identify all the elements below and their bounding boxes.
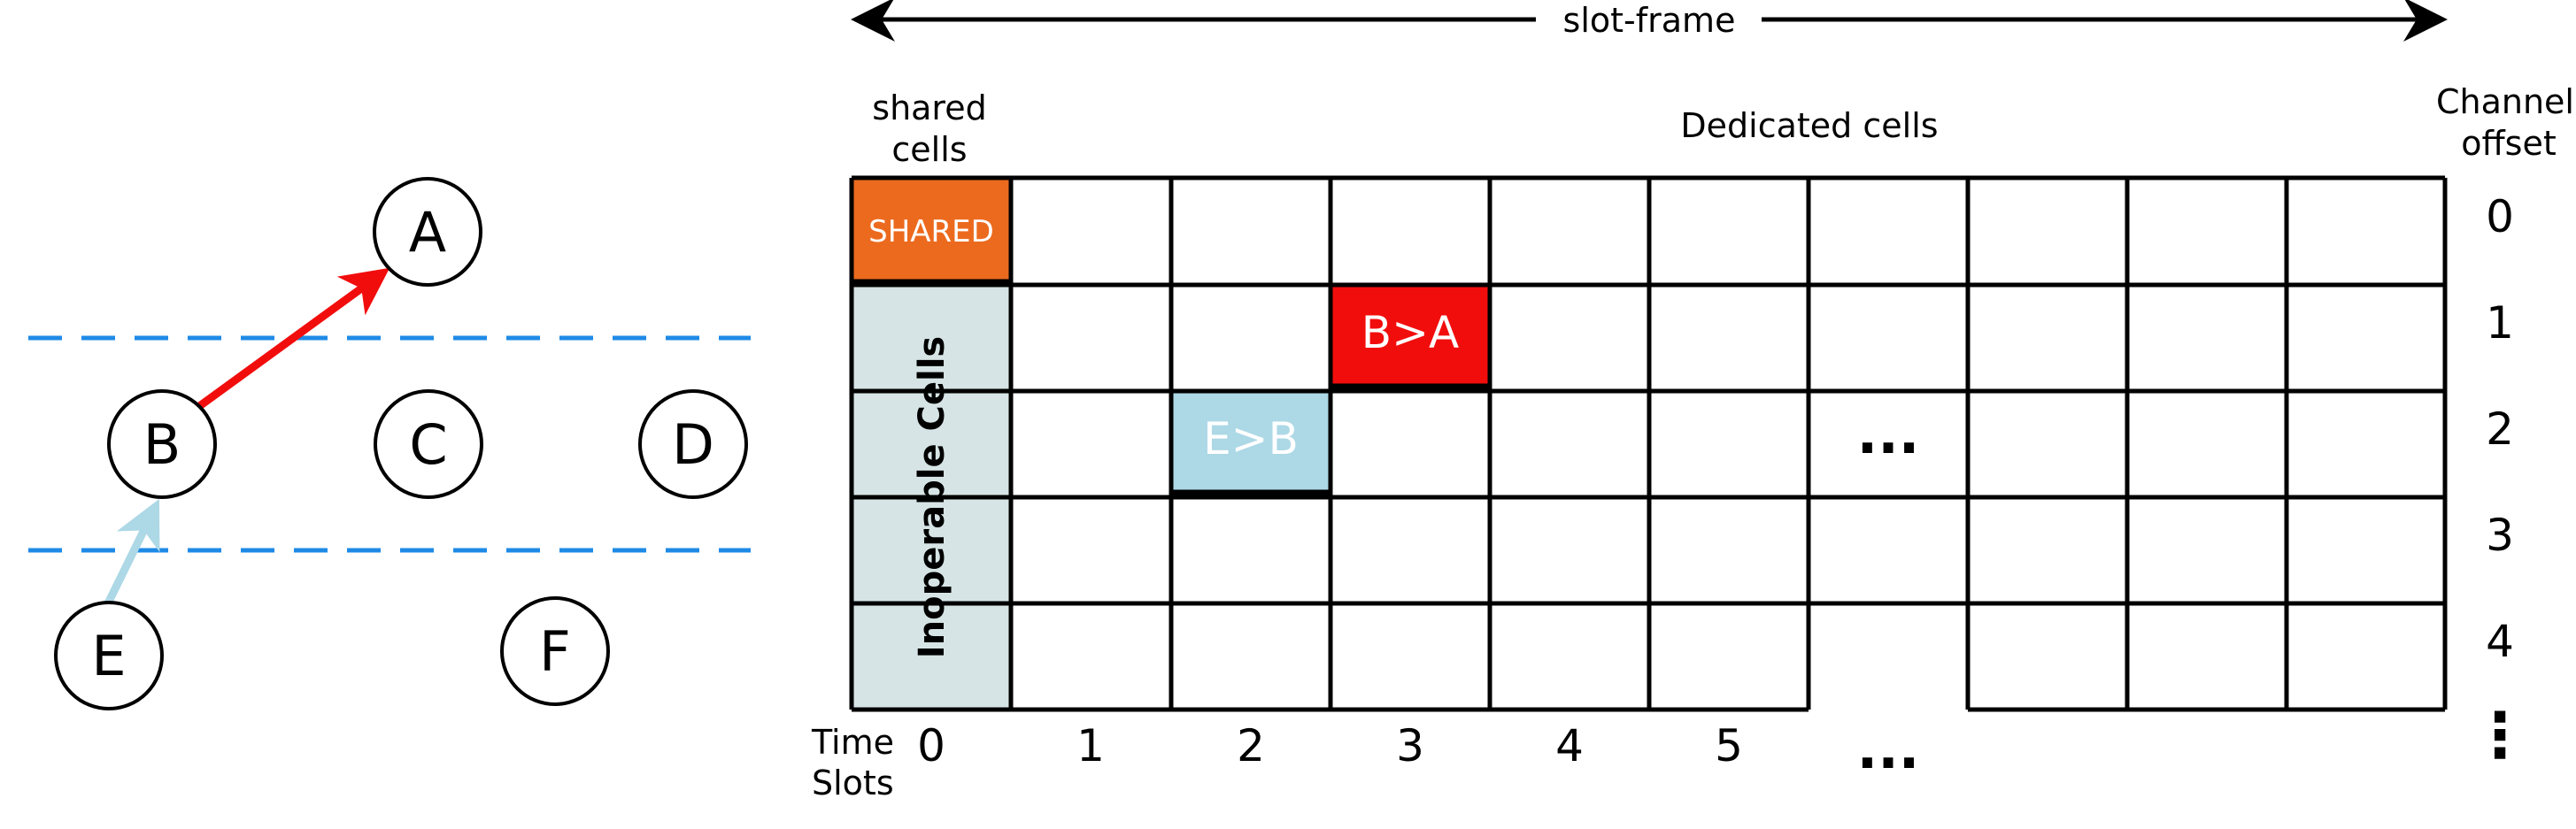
time-slot-label: 1	[1076, 720, 1105, 771]
channel-offset-header-line1: Channel	[2436, 82, 2574, 121]
time-slots-header-line2: Slots	[812, 764, 894, 802]
cell-e-to-b	[1171, 391, 1330, 494]
dedicated-cells-header: Dedicated cells	[1680, 106, 1938, 145]
time-slot-label: 0	[917, 720, 945, 771]
cell-b-to-a-label: B>A	[1361, 307, 1459, 358]
time-slot-ellipsis: ...	[1857, 717, 1920, 781]
node-c-label: C	[409, 412, 447, 477]
shared-cells-header-line1: shared	[872, 88, 986, 127]
node-d: D	[638, 389, 748, 499]
cell-b-to-a	[1330, 285, 1490, 388]
shared-cell	[852, 180, 1011, 283]
channel-offset-ellipsis: ⋮	[2469, 699, 2531, 771]
channel-offset-label: 1	[2486, 297, 2514, 349]
time-slot-label: 4	[1555, 720, 1584, 771]
node-a: A	[373, 177, 482, 287]
channel-offset-label: 3	[2486, 510, 2514, 561]
slotframe-label: slot-frame	[1563, 1, 1736, 40]
node-e-label: E	[91, 624, 126, 688]
shared-cells-header-line2: cells	[891, 130, 967, 169]
channel-offset-header-line2: offset	[2461, 124, 2557, 163]
node-b: B	[107, 389, 217, 499]
link-e-to-b-arrow	[102, 498, 160, 609]
channel-offset-label: 2	[2486, 403, 2514, 455]
schedule-grid	[849, 175, 2448, 712]
link-b-to-a-arrow	[196, 267, 390, 411]
slotframe-schedule: slot-frame shared cells Dedicated cells …	[811, 0, 2574, 802]
node-e: E	[54, 601, 164, 710]
shared-cell-label: SHARED	[868, 214, 994, 249]
node-f-label: F	[539, 619, 571, 684]
channel-offset-label: 0	[2486, 191, 2514, 242]
time-slots-header-line1: Time	[811, 723, 894, 762]
node-d-label: D	[672, 412, 714, 477]
node-b-label: B	[143, 412, 181, 477]
cell-e-to-b-label: E>B	[1203, 413, 1299, 464]
time-slot-label: 2	[1237, 720, 1265, 771]
network-topology: A B C D E F	[28, 177, 751, 710]
node-a-label: A	[409, 200, 446, 265]
time-slot-label: 3	[1396, 720, 1424, 771]
node-f: F	[500, 596, 610, 706]
node-c: C	[374, 389, 483, 499]
channel-offset-label: 4	[2486, 616, 2514, 667]
column-ellipsis: ...	[1857, 402, 1920, 466]
time-slot-label: 5	[1715, 720, 1743, 771]
